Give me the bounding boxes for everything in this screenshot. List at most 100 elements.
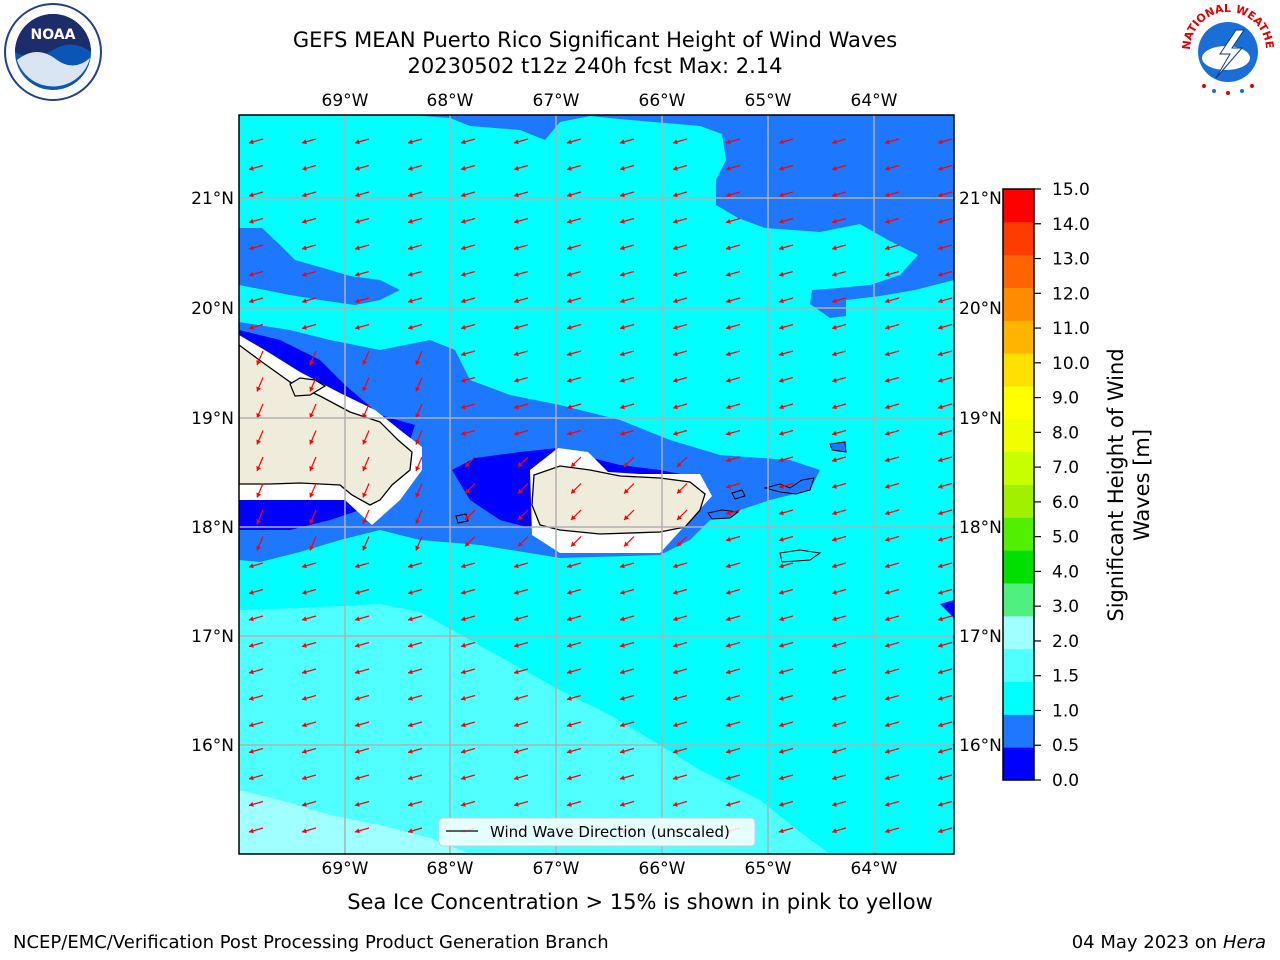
wave-direction-arrowhead — [726, 165, 731, 171]
wave-direction-arrowhead — [938, 748, 943, 754]
footer-branch: NCEP/EMC/Verification Post Processing Pr… — [13, 932, 609, 953]
lon-label: 66°W — [639, 91, 686, 111]
wave-direction-arrowhead — [885, 430, 890, 436]
wave-direction-arrowhead — [779, 218, 784, 224]
wave-direction-arrowhead — [673, 192, 678, 198]
wave-direction-arrowhead — [885, 192, 890, 198]
wave-direction-arrowhead — [408, 563, 413, 569]
nws-logo: NATIONAL WEATHER SERVICE — [1174, 0, 1278, 102]
wave-direction-arrowhead — [362, 466, 368, 471]
wave-direction-arrowhead — [673, 271, 678, 277]
wave-direction-arrowhead — [571, 515, 576, 520]
wave-direction-arrowhead — [938, 828, 943, 834]
wave-direction-arrowhead — [461, 218, 466, 224]
land-st-croix — [779, 549, 822, 563]
wave-direction-arrowhead — [461, 271, 466, 277]
wave-direction-arrowhead — [673, 377, 678, 383]
land-anegada — [829, 441, 847, 453]
wave-direction-arrowhead — [726, 775, 731, 781]
colorbar-tick-label: 12.0 — [1052, 284, 1090, 304]
wave-direction-arrowhead — [415, 545, 421, 551]
wave-direction-arrowhead — [408, 775, 413, 781]
wave-direction-arrowhead — [465, 515, 470, 520]
wave-direction-arrowhead — [362, 386, 368, 392]
wave-direction-arrowhead — [415, 386, 421, 392]
wave-direction-arrowhead — [567, 192, 572, 198]
wave-direction-arrowhead — [408, 722, 413, 728]
lat-label: 21°N — [191, 189, 234, 209]
wave-direction-arrowhead — [302, 298, 307, 304]
wave-direction-arrowhead — [832, 642, 837, 648]
wave-direction-arrowhead — [779, 457, 784, 463]
wave-direction-arrowhead — [408, 192, 413, 198]
wave-direction-arrowhead — [779, 589, 784, 595]
wave-direction-arrowhead — [779, 642, 784, 648]
wave-direction-arrowhead — [726, 218, 731, 224]
wave-direction-arrowhead — [726, 722, 731, 728]
wave-direction-arrowhead — [673, 245, 678, 251]
wave-direction-arrowhead — [461, 298, 466, 304]
colorbar-swatch — [1003, 517, 1034, 551]
wave-direction-arrowhead — [567, 218, 572, 224]
wave-direction-arrowhead — [415, 466, 421, 471]
wave-direction-arrowhead — [832, 589, 837, 595]
wave-direction-arrowhead — [514, 669, 519, 675]
wave-direction-arrowhead — [461, 351, 466, 357]
wave-direction-arrowhead — [302, 669, 307, 675]
wave-direction-arrowhead — [408, 828, 413, 834]
wave-direction-arrowhead — [620, 351, 625, 357]
colorbar-frame — [1002, 188, 1035, 781]
wave-direction-arrowhead — [567, 324, 572, 330]
wave-direction-arrowhead — [355, 775, 360, 781]
wave-direction-arrowhead — [302, 722, 307, 728]
wave-direction-arrowhead — [461, 377, 466, 383]
wave-direction-arrowhead — [362, 545, 368, 551]
colorbar-tick-label: 0.0 — [1052, 771, 1079, 791]
wave-direction-arrowhead — [832, 139, 837, 145]
wave-direction-arrowhead — [514, 192, 519, 198]
wave-direction-arrowhead — [362, 519, 368, 524]
wave-direction-arrowhead — [673, 351, 678, 357]
colorbar-tick-label: 13.0 — [1052, 250, 1090, 270]
wave-direction-arrowhead — [726, 377, 731, 383]
wave-direction-arrowhead — [938, 669, 943, 675]
wave-direction-arrowhead — [620, 298, 625, 304]
wave-direction-arrowhead — [302, 324, 307, 330]
colorbar-swatch — [1003, 484, 1034, 518]
wave-direction-arrowhead — [885, 483, 890, 489]
wave-direction-arrowhead — [673, 139, 678, 145]
wave-direction-arrowhead — [415, 439, 421, 445]
wave-direction-arrowhead — [620, 801, 625, 807]
wave-direction-arrowhead — [885, 563, 890, 569]
lat-label: 20°N — [191, 299, 234, 319]
wave-direction-arrowhead — [571, 462, 576, 467]
wave-direction-arrowhead — [514, 377, 519, 383]
wave-direction-arrowhead — [885, 404, 890, 410]
wave-direction-arrowhead — [885, 775, 890, 781]
colorbar-swatch — [1003, 320, 1034, 354]
wave-direction-arrowhead — [514, 404, 519, 410]
wave-direction-arrowhead — [673, 616, 678, 622]
wave-direction-arrowhead — [249, 589, 254, 595]
wave-direction-arrowhead — [514, 218, 519, 224]
wave-direction-arrowhead — [620, 324, 625, 330]
wave-direction-arrowhead — [362, 492, 368, 498]
wave-direction-arrowhead — [355, 695, 360, 701]
wave-direction-arrowhead — [309, 492, 315, 498]
wave-direction-arrowhead — [461, 245, 466, 251]
wave-direction-arrowhead — [620, 669, 625, 675]
wave-direction-arrowhead — [938, 298, 943, 304]
wave-direction-arrowhead — [514, 430, 519, 436]
wave-height-field — [239, 115, 954, 854]
wave-direction-arrowhead — [677, 541, 682, 547]
wave-direction-arrowhead — [309, 360, 315, 365]
wave-direction-arrowhead — [408, 324, 413, 330]
wave-direction-arrowhead — [620, 377, 625, 383]
wave-direction-arrowhead — [673, 669, 678, 675]
wave-direction-arrowhead — [673, 298, 678, 304]
colorbar-swatch — [1003, 714, 1034, 748]
wave-direction-arrowhead — [249, 616, 254, 622]
wave-direction-arrowhead — [673, 775, 678, 781]
wave-direction-arrowhead — [355, 298, 360, 304]
wave-direction-arrowhead — [885, 165, 890, 171]
